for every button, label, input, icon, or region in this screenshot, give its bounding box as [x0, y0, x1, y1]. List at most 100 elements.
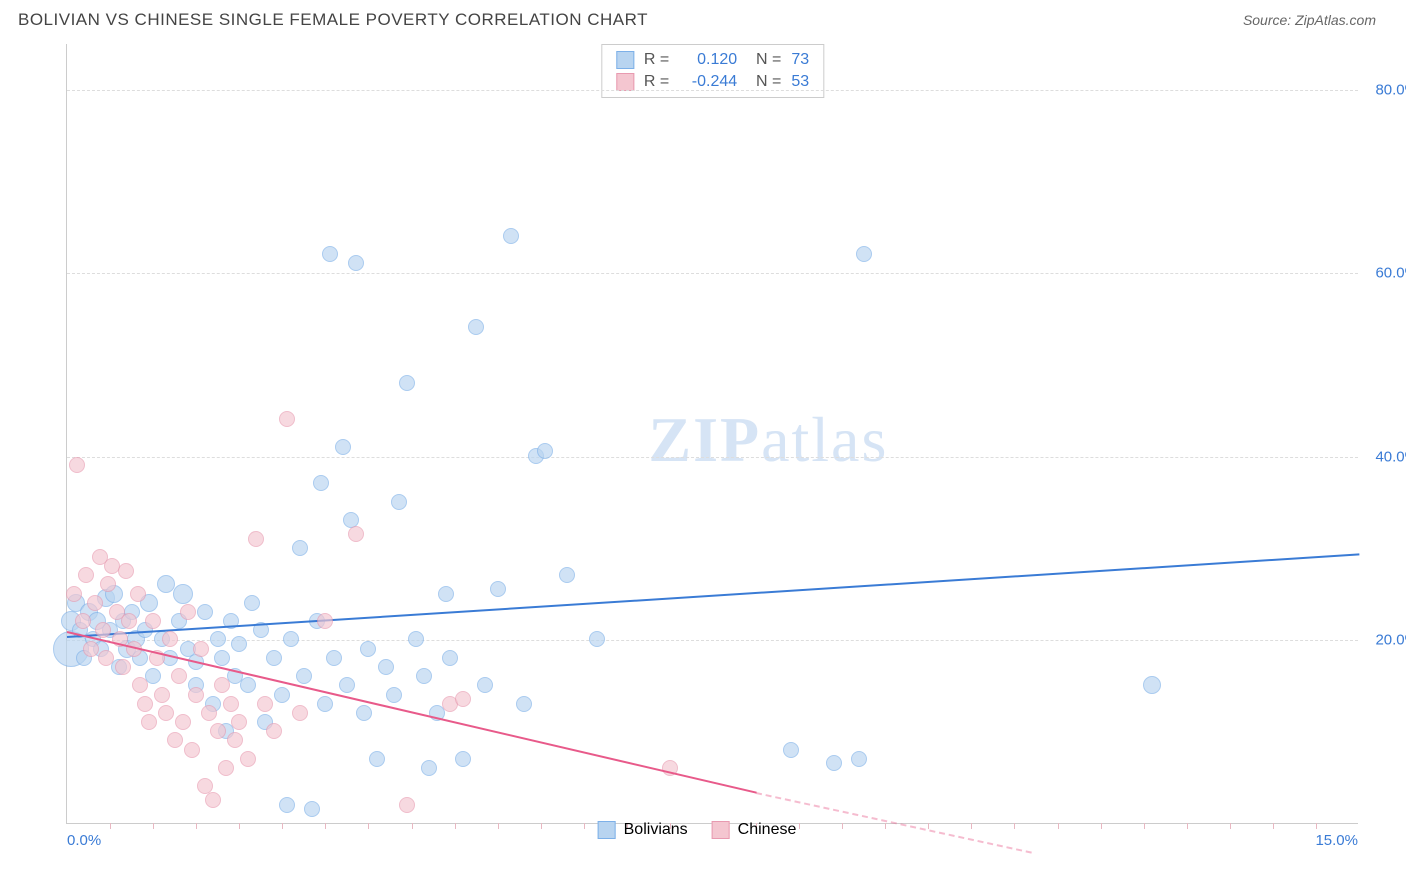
data-point-chinese: [66, 586, 82, 602]
data-point-chinese: [317, 613, 333, 629]
data-point-bolivians: [477, 677, 493, 693]
stat-n-value: 53: [791, 73, 809, 91]
gridline: [67, 273, 1358, 274]
data-point-bolivians: [516, 696, 532, 712]
legend-swatch: [712, 821, 730, 839]
data-point-bolivians: [826, 755, 842, 771]
y-tick-label: 20.0%: [1375, 632, 1406, 649]
data-point-chinese: [266, 723, 282, 739]
data-point-chinese: [167, 732, 183, 748]
x-tick: [885, 823, 886, 829]
data-point-chinese: [214, 677, 230, 693]
stat-r-label: R =: [644, 73, 669, 91]
data-point-bolivians: [408, 631, 424, 647]
data-point-bolivians: [326, 650, 342, 666]
x-tick: [1014, 823, 1015, 829]
data-point-chinese: [248, 531, 264, 547]
data-point-chinese: [188, 687, 204, 703]
stat-r-value: -0.244: [679, 73, 737, 91]
data-point-bolivians: [386, 687, 402, 703]
data-point-bolivians: [244, 595, 260, 611]
data-point-bolivians: [455, 751, 471, 767]
data-point-bolivians: [173, 584, 193, 604]
data-point-chinese: [158, 705, 174, 721]
x-tick: [584, 823, 585, 829]
data-point-bolivians: [421, 760, 437, 776]
legend-swatch: [616, 73, 634, 91]
data-point-chinese: [87, 595, 103, 611]
data-point-bolivians: [391, 494, 407, 510]
x-tick: [1316, 823, 1317, 829]
data-point-chinese: [205, 792, 221, 808]
data-point-bolivians: [348, 255, 364, 271]
x-tick: [282, 823, 283, 829]
data-point-chinese: [240, 751, 256, 767]
data-point-chinese: [231, 714, 247, 730]
data-point-chinese: [137, 696, 153, 712]
x-tick: [325, 823, 326, 829]
stat-n-value: 73: [791, 51, 809, 69]
x-tick: [110, 823, 111, 829]
gridline: [67, 457, 1358, 458]
data-point-chinese: [132, 677, 148, 693]
x-tick: [239, 823, 240, 829]
data-point-bolivians: [851, 751, 867, 767]
data-point-chinese: [279, 411, 295, 427]
x-tick: [153, 823, 154, 829]
data-point-bolivians: [304, 801, 320, 817]
x-tick: [368, 823, 369, 829]
data-point-chinese: [292, 705, 308, 721]
data-point-bolivians: [360, 641, 376, 657]
data-point-bolivians: [490, 581, 506, 597]
data-point-chinese: [130, 586, 146, 602]
data-point-chinese: [145, 613, 161, 629]
data-point-bolivians: [378, 659, 394, 675]
data-point-chinese: [171, 668, 187, 684]
data-point-chinese: [227, 732, 243, 748]
x-tick: [1144, 823, 1145, 829]
legend-label: Chinese: [738, 821, 797, 839]
data-point-chinese: [83, 641, 99, 657]
x-tick: [412, 823, 413, 829]
x-tick: [971, 823, 972, 829]
gridline: [67, 90, 1358, 91]
x-tick: [498, 823, 499, 829]
data-point-bolivians: [317, 696, 333, 712]
data-point-bolivians: [503, 228, 519, 244]
stat-r-value: 0.120: [679, 51, 737, 69]
data-point-bolivians: [438, 586, 454, 602]
x-tick: [1187, 823, 1188, 829]
data-point-chinese: [100, 576, 116, 592]
x-tick: [1101, 823, 1102, 829]
data-point-chinese: [455, 691, 471, 707]
data-point-chinese: [98, 650, 114, 666]
x-tick: [1273, 823, 1274, 829]
data-point-bolivians: [369, 751, 385, 767]
legend-swatch: [598, 821, 616, 839]
data-point-chinese: [118, 563, 134, 579]
data-point-bolivians: [279, 797, 295, 813]
source-attribution: Source: ZipAtlas.com: [1243, 12, 1376, 28]
data-point-chinese: [141, 714, 157, 730]
y-tick-label: 40.0%: [1375, 448, 1406, 465]
data-point-bolivians: [266, 650, 282, 666]
x-tick: [1230, 823, 1231, 829]
data-point-chinese: [78, 567, 94, 583]
data-point-chinese: [75, 613, 91, 629]
data-point-bolivians: [214, 650, 230, 666]
plot-area: ZIPatlas R =0.120 N =73R =-0.244 N =53 2…: [66, 44, 1358, 824]
data-point-chinese: [154, 687, 170, 703]
data-point-bolivians: [537, 443, 553, 459]
x-tick: [1058, 823, 1059, 829]
legend-swatch: [616, 51, 634, 69]
data-point-chinese: [218, 760, 234, 776]
data-point-bolivians: [559, 567, 575, 583]
y-tick-label: 80.0%: [1375, 81, 1406, 98]
watermark: ZIPatlas: [648, 403, 888, 477]
data-point-bolivians: [356, 705, 372, 721]
data-point-bolivians: [210, 631, 226, 647]
data-point-bolivians: [1143, 676, 1161, 694]
data-point-bolivians: [157, 575, 175, 593]
trendline-bolivians: [67, 553, 1359, 638]
data-point-chinese: [201, 705, 217, 721]
